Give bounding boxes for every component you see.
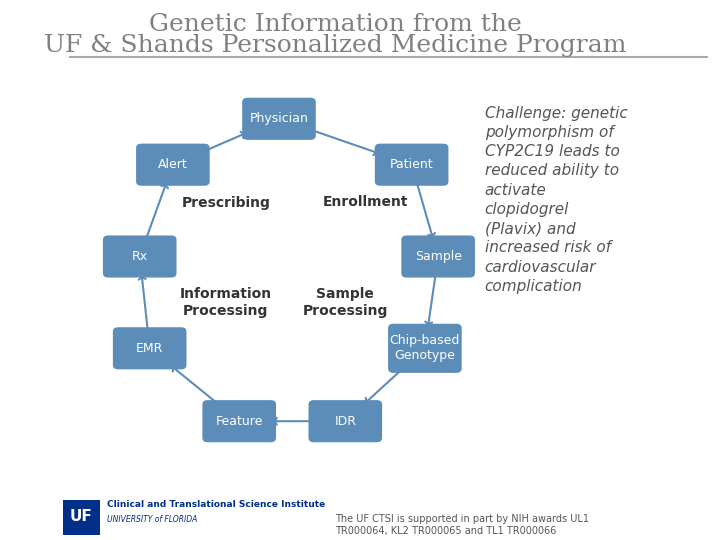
FancyBboxPatch shape bbox=[113, 327, 186, 369]
FancyBboxPatch shape bbox=[202, 400, 276, 442]
Text: Sample: Sample bbox=[415, 250, 462, 263]
Text: Clinical and Translational Science Institute: Clinical and Translational Science Insti… bbox=[107, 501, 325, 509]
Text: UF & Shands Personalized Medicine Program: UF & Shands Personalized Medicine Progra… bbox=[44, 35, 626, 57]
Text: The UF CTSI is supported in part by NIH awards UL1
TR000064, KL2 TR000065 and TL: The UF CTSI is supported in part by NIH … bbox=[336, 514, 590, 536]
Text: Challenge: genetic
polymorphism of
CYP2C19 leads to
reduced ability to
activate
: Challenge: genetic polymorphism of CYP2C… bbox=[485, 106, 627, 294]
Text: Feature: Feature bbox=[215, 415, 263, 428]
FancyBboxPatch shape bbox=[242, 98, 316, 140]
Text: Sample
Processing: Sample Processing bbox=[302, 287, 388, 318]
Text: Patient: Patient bbox=[390, 158, 433, 171]
Text: Chip-based
Genotype: Chip-based Genotype bbox=[390, 334, 460, 362]
Text: UNIVERSITY of FLORIDA: UNIVERSITY of FLORIDA bbox=[107, 515, 197, 524]
Text: Rx: Rx bbox=[132, 250, 148, 263]
FancyBboxPatch shape bbox=[375, 144, 449, 186]
Text: Genetic Information from the: Genetic Information from the bbox=[149, 13, 522, 36]
Text: Enrollment: Enrollment bbox=[323, 195, 408, 210]
Text: Prescribing: Prescribing bbox=[181, 195, 271, 210]
FancyBboxPatch shape bbox=[388, 324, 462, 373]
FancyBboxPatch shape bbox=[308, 400, 382, 442]
FancyBboxPatch shape bbox=[63, 500, 100, 535]
FancyBboxPatch shape bbox=[103, 235, 176, 278]
Text: EMR: EMR bbox=[136, 342, 163, 355]
Text: Information
Processing: Information Processing bbox=[180, 287, 272, 318]
Text: Physician: Physician bbox=[250, 112, 308, 125]
Text: UF: UF bbox=[70, 509, 93, 524]
Text: Alert: Alert bbox=[158, 158, 188, 171]
Text: IDR: IDR bbox=[334, 415, 356, 428]
FancyBboxPatch shape bbox=[401, 235, 475, 278]
FancyBboxPatch shape bbox=[136, 144, 210, 186]
